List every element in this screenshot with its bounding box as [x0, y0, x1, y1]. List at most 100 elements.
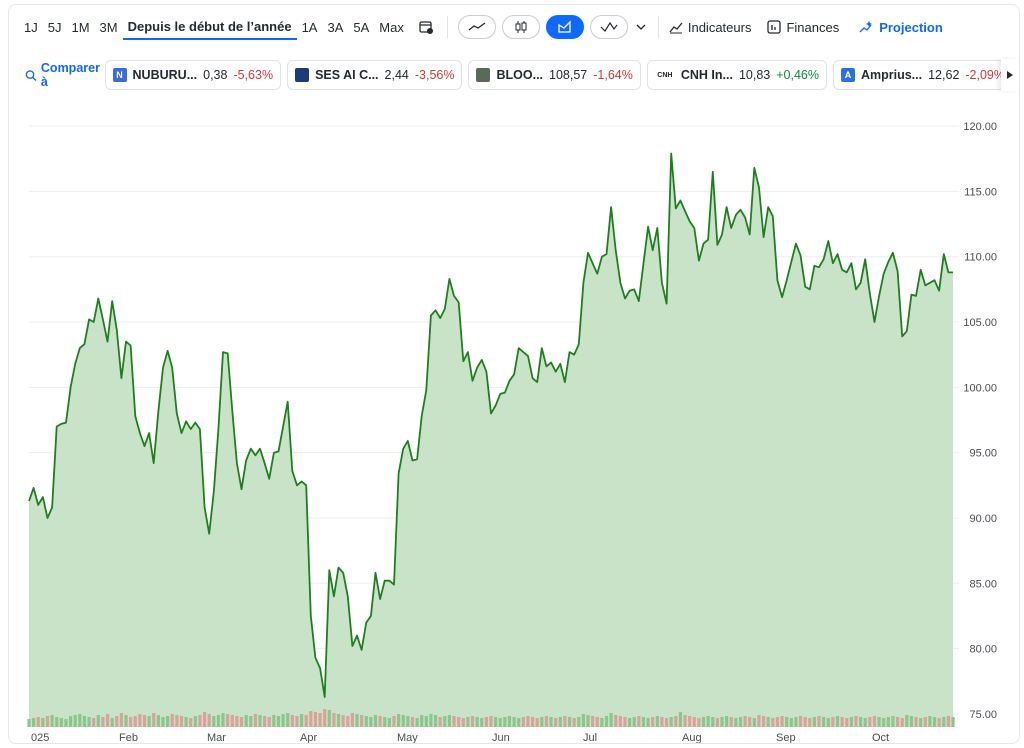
volume-bar [766, 717, 770, 727]
volume-bar [771, 718, 775, 727]
volume-bar [55, 717, 59, 727]
volume-bar [697, 718, 701, 727]
range-tab[interactable]: Max [379, 19, 404, 35]
volume-bar [688, 716, 692, 727]
volume-bar [397, 714, 401, 727]
chevron-down-icon[interactable] [634, 20, 648, 34]
volume-bar [221, 713, 225, 727]
y-tick-label: 100.00 [963, 382, 997, 394]
volume-bar [383, 717, 387, 727]
range-tab[interactable]: 3A [327, 19, 344, 35]
range-tab[interactable]: 1M [71, 19, 90, 35]
line-chart-button[interactable] [457, 15, 496, 39]
compare-button[interactable]: Comparer à [9, 61, 105, 89]
volume-bar [752, 718, 756, 727]
volume-bar [628, 718, 632, 727]
volume-bar [572, 718, 576, 727]
ticker-price: 12,62 [928, 68, 960, 82]
volume-bar [748, 717, 752, 727]
volume-bar [738, 717, 743, 727]
range-tab[interactable]: 1J [24, 19, 38, 35]
volume-bar [586, 715, 590, 727]
y-tick-label: 90.00 [969, 513, 997, 525]
volume-bar [443, 716, 447, 727]
volume-bar [50, 715, 54, 727]
volume-bar [632, 717, 636, 727]
calendar-icon[interactable] [415, 16, 437, 38]
area-chart-button[interactable] [545, 15, 584, 39]
volume-bar [720, 717, 724, 727]
range-tab[interactable]: 1A [301, 19, 318, 35]
compare-ticker[interactable]: A Amprius... 12,62 -2,09% [832, 60, 1013, 90]
range-tab[interactable]: Depuis le début de l’année [122, 14, 297, 40]
volume-bar [544, 716, 549, 727]
volume-bar [420, 715, 424, 727]
projection-button[interactable]: Projection [859, 20, 943, 35]
ticker-change: +0,46% [776, 68, 819, 82]
volume-bar [179, 716, 184, 727]
candlestick-chart-button[interactable] [501, 15, 540, 39]
volume-bar [36, 717, 40, 727]
volume-bar [470, 716, 475, 727]
finances-button[interactable]: Finances [767, 20, 839, 35]
volume-bar [905, 715, 909, 727]
projection-label: Projection [879, 19, 943, 35]
x-tick-label: Jun [492, 732, 510, 744]
y-tick-label: 75.00 [969, 709, 997, 721]
volume-bar [558, 717, 562, 727]
volume-bar [447, 715, 452, 727]
price-line [28, 152, 953, 698]
volume-bar [258, 715, 262, 727]
volume-bar [438, 717, 442, 727]
volume-bar [332, 713, 336, 727]
price-area [29, 153, 953, 727]
volume-bar [202, 712, 207, 727]
volume-bar [318, 713, 322, 727]
x-tick-label: Oct [872, 732, 889, 744]
price-chart[interactable]: 75.00 80.00 85.00 90.00 95.00 100.00 105.00 110… [9, 105, 1019, 744]
volume-bar [498, 718, 502, 727]
ticker-price: 0,38 [203, 68, 228, 82]
scroll-right-button[interactable] [1001, 59, 1019, 91]
price-chart-svg: 75.00 80.00 85.00 90.00 95.00 100.00 105.00 110… [27, 121, 997, 744]
volume-bar [87, 717, 91, 727]
volume-bar [660, 717, 664, 727]
volume-bar [138, 714, 142, 727]
volume-bar [239, 717, 244, 727]
range-tab[interactable]: 3M [99, 19, 118, 35]
indicator-line-button[interactable] [589, 15, 628, 39]
volume-bar [198, 715, 202, 727]
volume-bar [45, 716, 50, 727]
x-tick-label: Feb [119, 732, 138, 744]
x-tick-label: Sep [776, 732, 796, 744]
volume-bar [489, 716, 493, 727]
volume-bar [64, 719, 68, 727]
volume-bar [244, 715, 248, 727]
range-tabs: 1J 5J 1M 3M Depuis le début de l’année 1A 3A 5A… [19, 14, 409, 40]
indicators-button[interactable]: Indicateurs [669, 20, 751, 35]
volume-bar [323, 709, 327, 727]
volume-bar [290, 715, 294, 727]
volume-bar [822, 717, 826, 727]
volume-bar [119, 713, 123, 727]
compare-ticker[interactable]: SES AI C... 2,44 -3,56% [287, 60, 463, 90]
range-tab[interactable]: 5J [47, 19, 62, 35]
ticker-logo [476, 68, 491, 82]
volume-bar [937, 718, 941, 727]
ticker-change: -3,56% [414, 68, 455, 82]
volume-bar [32, 718, 36, 727]
toolbar-divider [446, 16, 448, 38]
search-icon [25, 69, 37, 81]
volume-bar [415, 718, 419, 727]
volume-bar [41, 718, 45, 727]
volume-bar [877, 717, 881, 727]
volume-bar [535, 718, 539, 727]
volume-bar [249, 716, 253, 727]
range-tab[interactable]: 5A [353, 19, 370, 35]
volume-bar [831, 717, 835, 727]
compare-ticker[interactable]: BLOO... 108,57 -1,64% [468, 60, 641, 90]
compare-ticker[interactable]: N NUBURU... 0,38 -5,63% [104, 60, 282, 90]
compare-ticker[interactable]: CNH CNH In... 10,83 +0,46% [646, 60, 827, 90]
volume-bar [623, 717, 627, 727]
volume-bar [68, 716, 73, 727]
